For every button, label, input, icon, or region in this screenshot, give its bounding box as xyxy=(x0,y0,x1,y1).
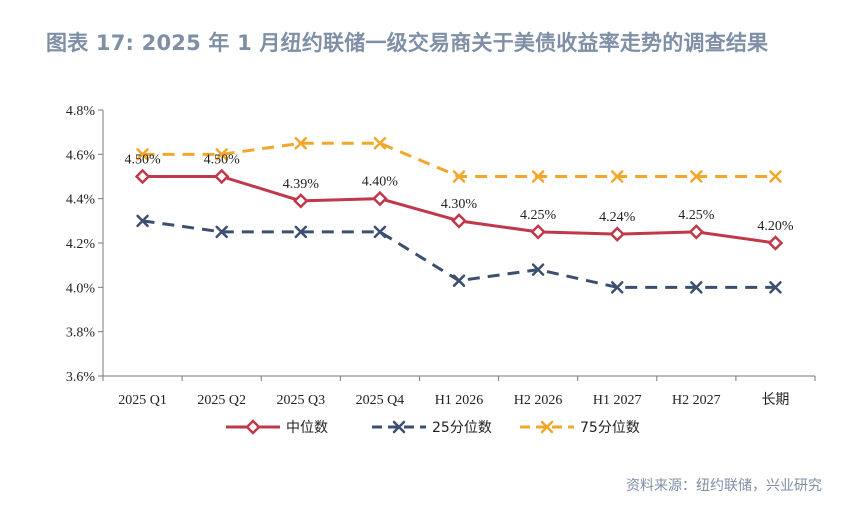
y-tick-label: 4.4% xyxy=(66,193,96,208)
y-tick-label: 4.2% xyxy=(66,237,96,252)
x-tick-label: 2025 Q1 xyxy=(118,393,167,408)
x-tick-label: 长期 xyxy=(761,392,789,408)
p25-point xyxy=(215,225,228,239)
p25-point xyxy=(294,225,308,239)
p25-point xyxy=(690,281,703,294)
source-note: 资料来源：纽约联储，兴业研究 xyxy=(626,478,822,494)
p75-point xyxy=(531,170,545,183)
series-lines xyxy=(134,137,784,294)
p75-point xyxy=(610,170,624,183)
median-point xyxy=(245,419,261,435)
p25-point xyxy=(373,225,387,239)
p75-point xyxy=(690,170,703,183)
median-data-label: 4.50% xyxy=(124,153,161,168)
p25-point xyxy=(610,281,624,294)
legend-median: 中位数 xyxy=(226,419,328,436)
p25-point xyxy=(769,281,782,294)
p75-point xyxy=(373,137,387,150)
x-tick-label: H1 2027 xyxy=(593,393,642,408)
legend-p75: 75分位数 xyxy=(520,420,640,436)
p25-point xyxy=(531,263,545,276)
axes: 3.6% 3.8% 4.0% 4.2% 4.4% 4.6% 4.8% 2025 Q1 2025 … xyxy=(66,104,816,408)
y-tick-label: 4.6% xyxy=(66,148,96,163)
y-tick-label: 3.6% xyxy=(66,370,96,385)
median-point xyxy=(134,168,151,185)
median-point xyxy=(767,235,784,251)
x-tick-label: 2025 Q4 xyxy=(356,393,405,408)
p75-point xyxy=(215,148,228,161)
p75-point xyxy=(452,170,466,183)
p75-point xyxy=(136,148,149,161)
median-point xyxy=(213,168,230,185)
legend-p25: 25分位数 xyxy=(372,420,492,436)
median-point xyxy=(451,213,467,229)
median-data-label: 4.39% xyxy=(283,177,320,192)
median-point xyxy=(372,190,388,207)
chart-title: 图表 17: 2025 年 1 月纽约联储一级交易商关于美债收益率走势的调查结果 xyxy=(46,31,769,55)
p25-point xyxy=(452,274,466,287)
data-labels: 4.50% 4.50% 4.39% 4.40% 4.30% 4.25% 4.24% 4.25%… xyxy=(124,153,793,235)
x-tick-label: 2025 Q3 xyxy=(276,393,325,408)
median-data-label: 4.25% xyxy=(520,208,557,223)
p75-point xyxy=(769,170,782,183)
legend-p25-label: 25分位数 xyxy=(432,420,492,436)
legend-p75-label: 75分位数 xyxy=(580,420,640,436)
y-tick-label: 3.8% xyxy=(66,326,96,341)
legend: 中位数 25分位数 75分位数 xyxy=(226,419,640,436)
p75-point xyxy=(540,420,554,434)
median-data-label: 4.25% xyxy=(678,208,715,223)
x-tick-label: 2025 Q2 xyxy=(197,393,246,408)
median-point xyxy=(530,224,546,240)
median-point xyxy=(293,193,309,209)
p25-point xyxy=(136,214,149,228)
median-data-label: 4.24% xyxy=(599,210,636,225)
x-tick-label: H2 2027 xyxy=(672,393,721,408)
y-tick-label: 4.8% xyxy=(66,104,96,119)
median-data-label: 4.20% xyxy=(757,219,794,234)
y-tick-label: 4.0% xyxy=(66,281,96,296)
median-data-label: 4.40% xyxy=(362,175,399,190)
x-tick-label: H1 2026 xyxy=(435,393,484,408)
median-point xyxy=(609,226,625,242)
legend-median-label: 中位数 xyxy=(286,420,328,436)
p25-line xyxy=(142,219,776,289)
x-tick-label: H2 2026 xyxy=(514,393,563,408)
median-point xyxy=(688,224,705,240)
p75-point xyxy=(294,137,308,150)
median-data-label: 4.30% xyxy=(441,197,478,212)
p25-point xyxy=(392,420,406,434)
median-data-label: 4.50% xyxy=(204,153,241,168)
